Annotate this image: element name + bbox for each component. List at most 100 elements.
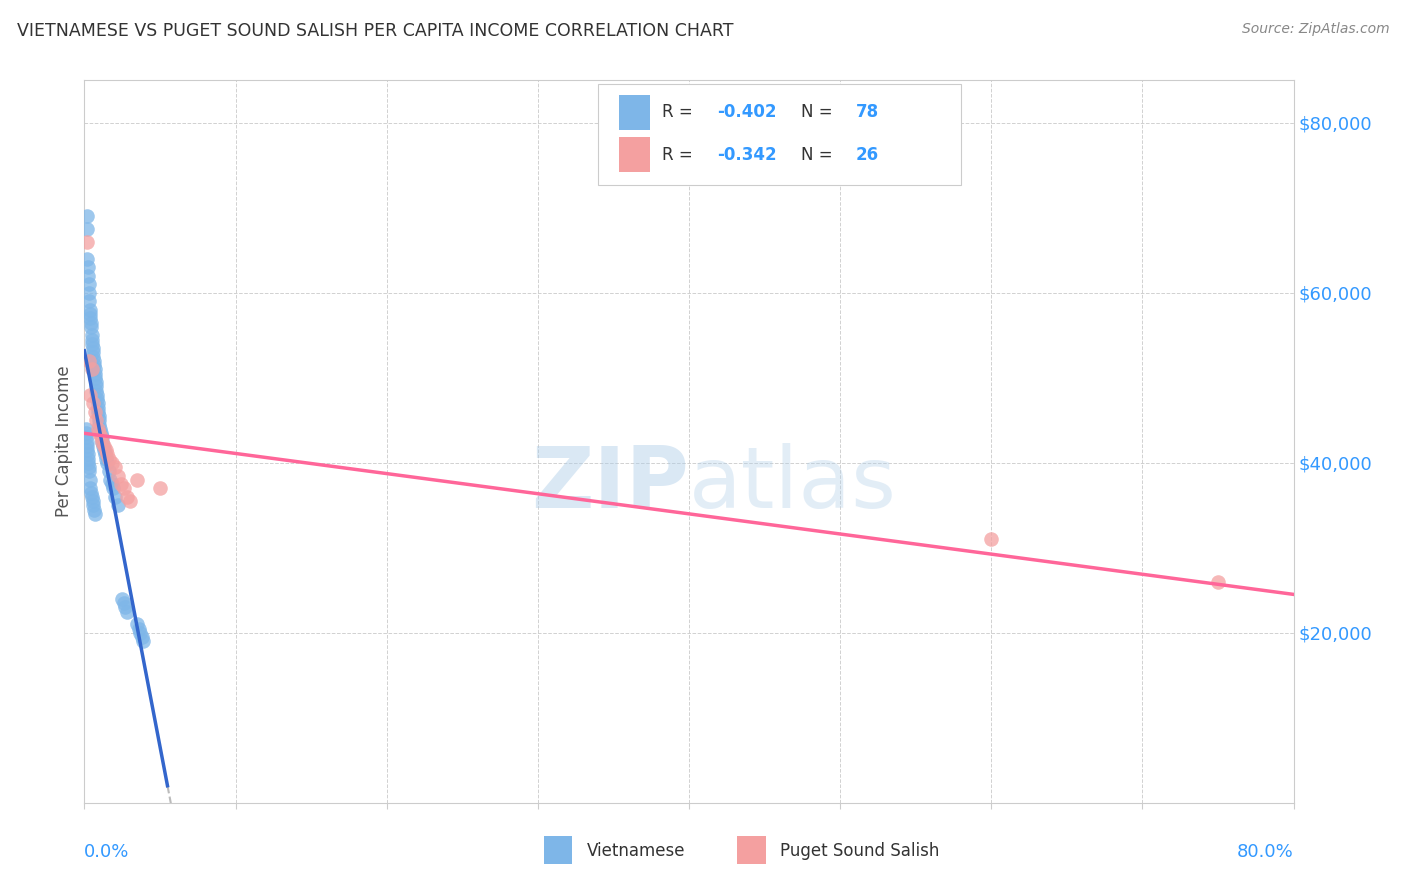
- Point: [89, 425, 111, 440]
- Point: [77, 460, 100, 475]
- Point: [118, 494, 141, 508]
- Point: [91, 434, 114, 449]
- Text: Source: ZipAtlas.com: Source: ZipAtlas.com: [1241, 22, 1389, 37]
- Point: [100, 456, 122, 470]
- Text: 0.0%: 0.0%: [84, 843, 129, 861]
- Text: N =: N =: [801, 145, 838, 164]
- Point: [89, 413, 111, 427]
- Point: [91, 439, 114, 453]
- Point: [80, 316, 103, 330]
- Point: [127, 617, 149, 632]
- Point: [90, 430, 112, 444]
- Point: [100, 477, 122, 491]
- Point: [80, 490, 103, 504]
- Point: [115, 490, 138, 504]
- Point: [77, 451, 100, 466]
- FancyBboxPatch shape: [619, 137, 650, 172]
- Point: [84, 375, 107, 389]
- Point: [82, 498, 104, 512]
- Point: [79, 388, 101, 402]
- Point: [80, 319, 103, 334]
- Point: [86, 396, 108, 410]
- Point: [82, 350, 104, 364]
- Point: [76, 222, 98, 236]
- Point: [87, 401, 110, 415]
- Point: [77, 285, 100, 300]
- Point: [79, 302, 101, 317]
- Point: [93, 439, 115, 453]
- Point: [77, 353, 100, 368]
- Point: [110, 477, 132, 491]
- Text: ZIP: ZIP: [531, 443, 689, 526]
- Point: [98, 473, 121, 487]
- Text: atlas: atlas: [689, 443, 897, 526]
- Point: [82, 345, 104, 359]
- Text: N =: N =: [801, 103, 838, 121]
- Point: [94, 443, 117, 458]
- Text: R =: R =: [662, 145, 699, 164]
- Point: [76, 430, 98, 444]
- Point: [97, 451, 120, 466]
- Point: [127, 473, 149, 487]
- Point: [76, 252, 98, 266]
- Point: [82, 336, 104, 351]
- Point: [76, 260, 98, 275]
- Text: Vietnamese: Vietnamese: [586, 842, 685, 860]
- Point: [83, 362, 105, 376]
- FancyBboxPatch shape: [599, 84, 962, 185]
- Point: [97, 464, 120, 478]
- FancyBboxPatch shape: [619, 95, 650, 129]
- Point: [77, 277, 100, 292]
- Text: -0.342: -0.342: [717, 145, 776, 164]
- Point: [94, 447, 117, 461]
- Point: [82, 494, 104, 508]
- FancyBboxPatch shape: [544, 836, 572, 864]
- Point: [84, 379, 107, 393]
- Point: [115, 605, 138, 619]
- Point: [94, 451, 117, 466]
- Text: 26: 26: [856, 145, 879, 164]
- Point: [104, 490, 127, 504]
- Point: [86, 388, 108, 402]
- Point: [93, 443, 115, 458]
- Point: [82, 341, 104, 355]
- Text: Puget Sound Salish: Puget Sound Salish: [780, 842, 939, 860]
- Point: [90, 430, 112, 444]
- Point: [76, 443, 98, 458]
- Point: [96, 447, 118, 461]
- Point: [83, 353, 105, 368]
- Point: [76, 447, 98, 461]
- Point: [83, 502, 105, 516]
- Point: [79, 473, 101, 487]
- Point: [83, 358, 105, 372]
- Point: [86, 392, 108, 406]
- Point: [87, 405, 110, 419]
- Point: [76, 434, 98, 449]
- Point: [75, 425, 97, 440]
- Point: [87, 422, 110, 436]
- Point: [107, 468, 129, 483]
- Point: [77, 294, 100, 309]
- Text: -0.402: -0.402: [717, 103, 776, 121]
- Point: [111, 591, 134, 606]
- Point: [80, 328, 103, 343]
- Point: [114, 600, 136, 615]
- Point: [77, 464, 100, 478]
- Point: [129, 625, 152, 640]
- Point: [80, 333, 103, 347]
- Point: [149, 481, 172, 495]
- Point: [77, 456, 100, 470]
- Point: [76, 235, 98, 249]
- Point: [131, 630, 153, 644]
- Point: [76, 439, 98, 453]
- Point: [80, 485, 103, 500]
- Text: R =: R =: [662, 103, 699, 121]
- Point: [96, 456, 118, 470]
- Point: [79, 311, 101, 326]
- Text: 78: 78: [856, 103, 879, 121]
- Point: [91, 434, 114, 449]
- FancyBboxPatch shape: [737, 836, 766, 864]
- Point: [107, 498, 129, 512]
- Point: [101, 481, 124, 495]
- Point: [84, 371, 107, 385]
